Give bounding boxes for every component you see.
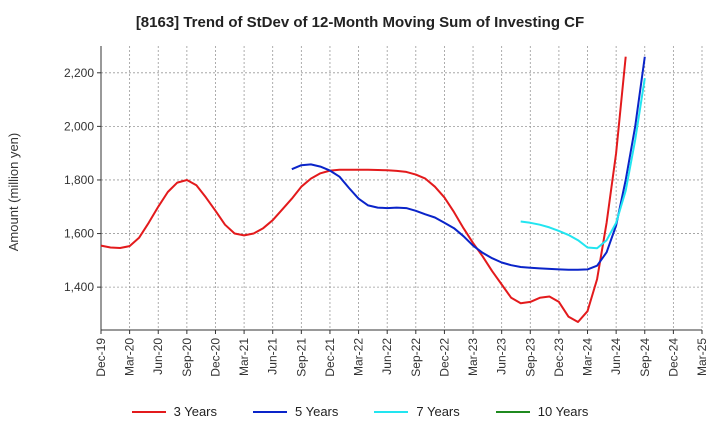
legend-label: 5 Years — [295, 404, 339, 419]
legend: 3 Years 5 Years 7 Years 10 Years — [0, 404, 720, 419]
x-tick-label: Sep-21 — [294, 338, 308, 377]
x-tick-label: Jun-20 — [151, 338, 165, 375]
series-line-3-years — [100, 56, 627, 323]
chart-title: [8163] Trend of StDev of 12-Month Moving… — [135, 14, 585, 31]
legend-swatch — [374, 410, 409, 413]
series-line-5-years — [291, 56, 646, 271]
x-tick-label: Mar-20 — [123, 338, 137, 376]
x-tick-label: Sep-23 — [523, 338, 537, 377]
tick-labels: Dec-19 Mar-20 Jun-20 Sep-20 Dec-20 Mar-21 Jun-… — [64, 66, 709, 377]
grid — [100, 46, 703, 330]
axes — [97, 46, 703, 334]
legend-swatch — [131, 410, 166, 413]
x-tick-label: Sep-24 — [638, 338, 652, 377]
x-tick-label: Jun-21 — [266, 338, 280, 375]
x-tick-label: Dec-22 — [437, 338, 451, 377]
legend-label: 7 Years — [416, 404, 460, 419]
x-tick-label: Mar-24 — [581, 338, 595, 376]
y-tick-label: 2,200 — [64, 66, 94, 80]
x-tick-label: Sep-20 — [180, 338, 194, 377]
x-tick-label: Dec-19 — [94, 338, 108, 377]
legend-label: 10 Years — [537, 404, 589, 419]
y-tick-label: 2,000 — [64, 119, 94, 133]
legend-item: 10 Years — [495, 404, 589, 419]
legend-item: 7 Years — [374, 404, 460, 419]
legend-swatch — [253, 410, 287, 413]
series-lines — [100, 56, 646, 323]
x-tick-label: Jun-23 — [495, 338, 509, 375]
legend-label: 3 Years — [173, 404, 217, 419]
y-axis-label: Amount (million yen) — [6, 133, 21, 252]
x-tick-label: Dec-24 — [666, 338, 680, 377]
y-tick-label: 1,600 — [64, 227, 94, 241]
legend-item: 3 Years — [131, 404, 217, 419]
x-tick-label: Sep-22 — [409, 338, 423, 377]
x-tick-label: Dec-21 — [323, 338, 337, 377]
x-tick-label: Mar-21 — [237, 338, 251, 376]
legend-swatch — [495, 410, 530, 413]
series-line-7-years — [520, 78, 646, 250]
legend-item: 5 Years — [253, 404, 338, 419]
x-tick-label: Dec-23 — [552, 338, 566, 377]
x-tick-label: Dec-20 — [208, 338, 222, 377]
x-tick-label: Mar-23 — [466, 338, 480, 376]
y-tick-label: 1,400 — [64, 280, 94, 294]
x-tick-label: Jun-22 — [380, 338, 394, 375]
x-tick-label: Mar-25 — [695, 338, 709, 376]
x-tick-label: Mar-22 — [352, 338, 366, 376]
x-tick-label: Jun-24 — [609, 338, 623, 375]
y-tick-label: 1,800 — [64, 173, 94, 187]
